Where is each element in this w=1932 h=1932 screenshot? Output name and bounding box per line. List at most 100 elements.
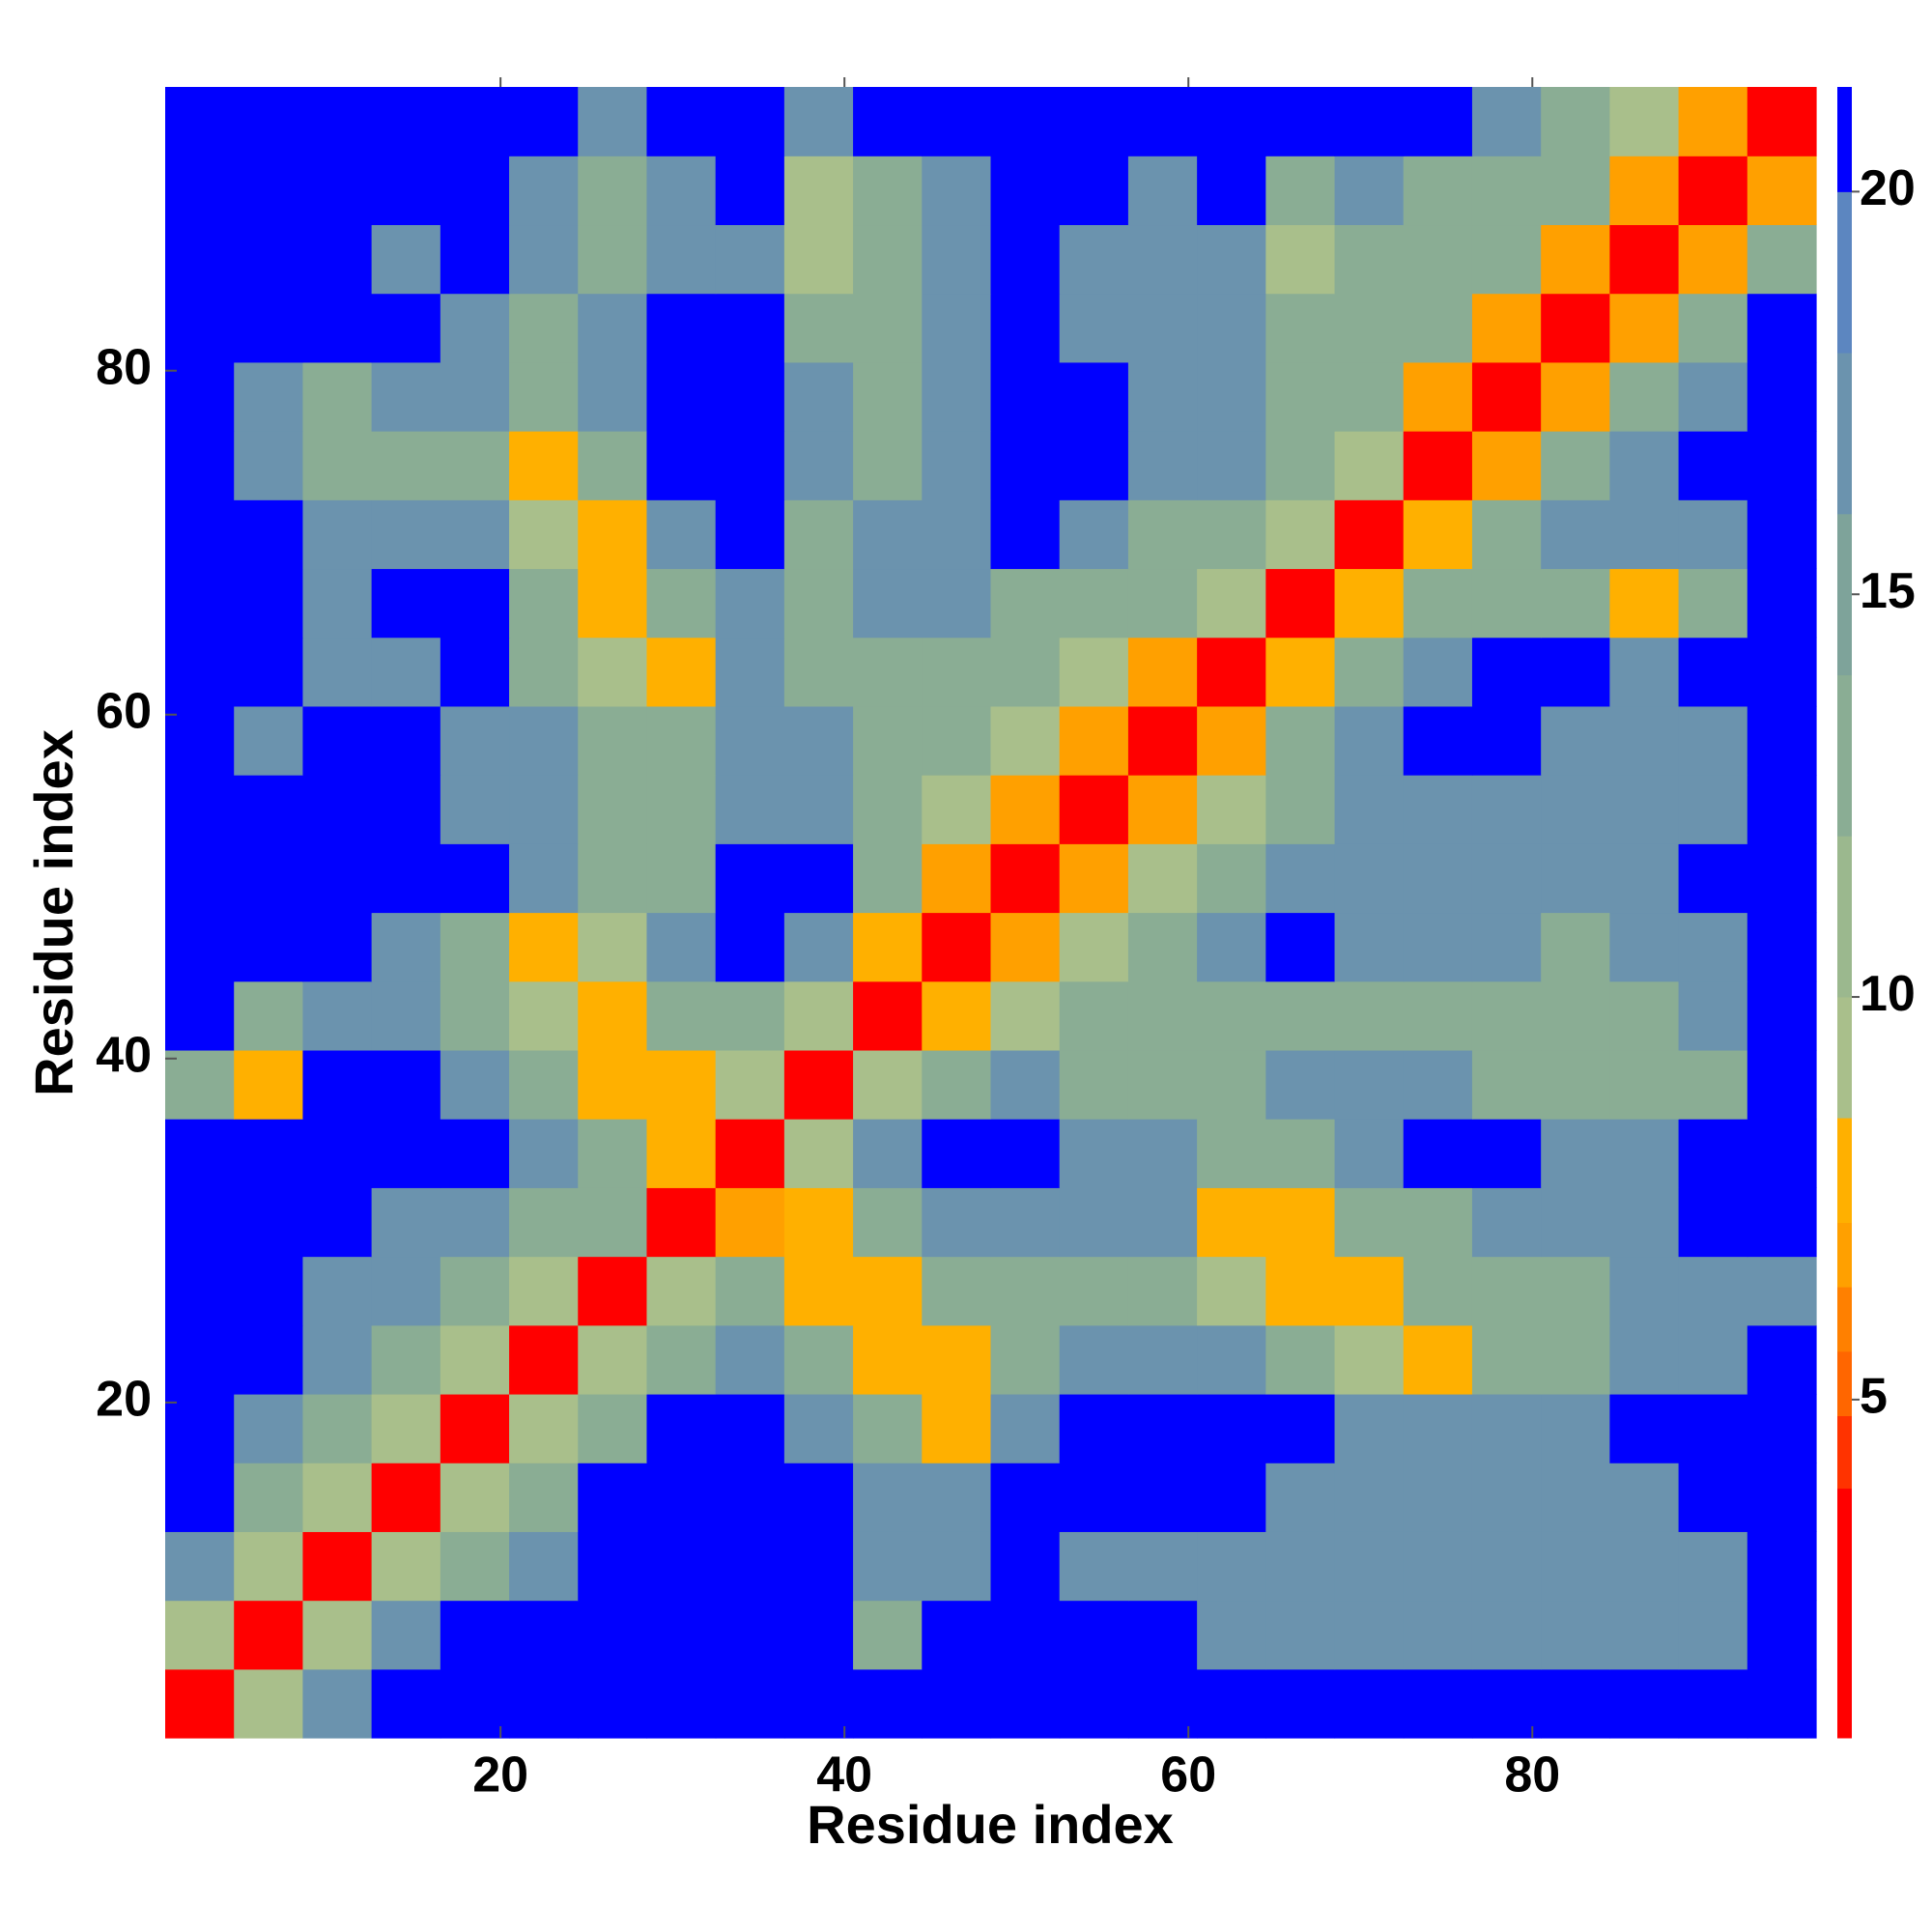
heatmap-cell (1334, 431, 1405, 500)
heatmap-cell (922, 499, 992, 570)
heatmap-cell (1747, 568, 1817, 639)
heatmap-cell (1127, 637, 1198, 707)
heatmap-cell (646, 156, 717, 226)
heatmap-cell (646, 843, 717, 914)
heatmap-cell (1403, 912, 1473, 982)
heatmap-cell (1403, 568, 1473, 639)
heatmap-cell (1265, 361, 1336, 432)
heatmap-cell (1265, 843, 1336, 914)
heatmap-cell (1747, 431, 1817, 500)
heatmap-cell (1265, 1531, 1336, 1602)
heatmap-cell (1678, 1600, 1748, 1670)
heatmap-cell (509, 1049, 579, 1120)
heatmap-cell (234, 1393, 304, 1463)
heatmap-cell (371, 1600, 441, 1670)
heatmap-cell (1678, 1049, 1748, 1120)
heatmap-cell (509, 224, 579, 295)
heatmap-cell (1541, 705, 1610, 776)
heatmap-cell (1609, 1187, 1680, 1258)
heatmap-cell (1059, 843, 1129, 914)
heatmap-cell (1059, 1324, 1129, 1395)
heatmap-cell (234, 499, 304, 570)
heatmap-cell (1609, 1119, 1680, 1188)
colorbar-segment (1837, 87, 1852, 192)
heatmap-cell (234, 980, 304, 1051)
heatmap-cell (1471, 637, 1542, 707)
heatmap-cell (1747, 843, 1817, 914)
heatmap-cell (302, 1531, 373, 1602)
heatmap-cell (646, 499, 717, 570)
heatmap-cell (1334, 1393, 1405, 1463)
heatmap-cell (1197, 1531, 1266, 1602)
heatmap-cell (990, 1531, 1061, 1602)
heatmap-cell (234, 843, 304, 914)
heatmap-cell (1609, 568, 1680, 639)
colorbar-segment (1837, 997, 1852, 1119)
heatmap-cell (302, 1324, 373, 1395)
heatmap-cell (1197, 1393, 1266, 1463)
heatmap-cell (1059, 1256, 1129, 1326)
heatmap-cell (1127, 1668, 1198, 1739)
heatmap-cell (440, 1463, 510, 1532)
heatmap-cell (1197, 1600, 1266, 1670)
heatmap-cell (1609, 980, 1680, 1051)
heatmap-cell (578, 1600, 648, 1670)
heatmap-cell (509, 1187, 579, 1258)
heatmap-cell (1059, 1463, 1129, 1532)
heatmap-cell (1747, 1324, 1817, 1395)
heatmap-cell (990, 980, 1061, 1051)
heatmap-cell (1678, 361, 1748, 432)
heatmap-cell (1541, 1393, 1610, 1463)
heatmap-cell (1678, 637, 1748, 707)
heatmap-cell (1541, 775, 1610, 844)
colorbar-segment (1837, 1415, 1852, 1490)
heatmap-cell (1678, 1324, 1748, 1395)
heatmap-cell (1127, 1600, 1198, 1670)
heatmap-cell (302, 1049, 373, 1120)
heatmap-cell (302, 87, 373, 156)
heatmap-cell (1609, 1668, 1680, 1739)
heatmap-cell (1197, 1049, 1266, 1120)
heatmap-cell (234, 87, 304, 156)
heatmap-cell (1678, 1463, 1748, 1532)
heatmap-cell (715, 431, 785, 500)
heatmap-cell (371, 1393, 441, 1463)
heatmap-cell (990, 87, 1061, 156)
heatmap-cell (165, 87, 235, 156)
heatmap-cell (1059, 87, 1129, 156)
heatmap-cell (715, 1393, 785, 1463)
heatmap-cell (578, 705, 648, 776)
heatmap-cell (578, 843, 648, 914)
heatmap-cell (1059, 568, 1129, 639)
heatmap-cell (646, 1393, 717, 1463)
heatmap-cell (783, 705, 854, 776)
heatmap-cell (1678, 1119, 1748, 1188)
heatmap-cell (1403, 224, 1473, 295)
heatmap-cell (578, 293, 648, 363)
heatmap-cell (1334, 499, 1405, 570)
heatmap-cell (1265, 775, 1336, 844)
heatmap-cell (646, 980, 717, 1051)
heatmap-cell (853, 1463, 923, 1532)
heatmap-cell (1059, 224, 1129, 295)
heatmap-cell (715, 1187, 785, 1258)
heatmap-cell (234, 1256, 304, 1326)
heatmap-cell (165, 637, 235, 707)
heatmap-cell (371, 224, 441, 295)
heatmap-cell (302, 361, 373, 432)
heatmap-cell (1265, 637, 1336, 707)
heatmap-cell (371, 1463, 441, 1532)
heatmap-cell (922, 1600, 992, 1670)
heatmap-cell (1609, 224, 1680, 295)
heatmap-cell (646, 637, 717, 707)
heatmap-cell (234, 1324, 304, 1395)
heatmap-cell (922, 1393, 992, 1463)
heatmap-cell (1265, 1668, 1336, 1739)
heatmap-cell (1747, 1256, 1817, 1326)
heatmap-cell (1541, 1600, 1610, 1670)
heatmap-cell (922, 1049, 992, 1120)
heatmap-cell (990, 1119, 1061, 1188)
heatmap-cell (578, 912, 648, 982)
heatmap-cell (1059, 1119, 1129, 1188)
heatmap-cell (783, 87, 854, 156)
